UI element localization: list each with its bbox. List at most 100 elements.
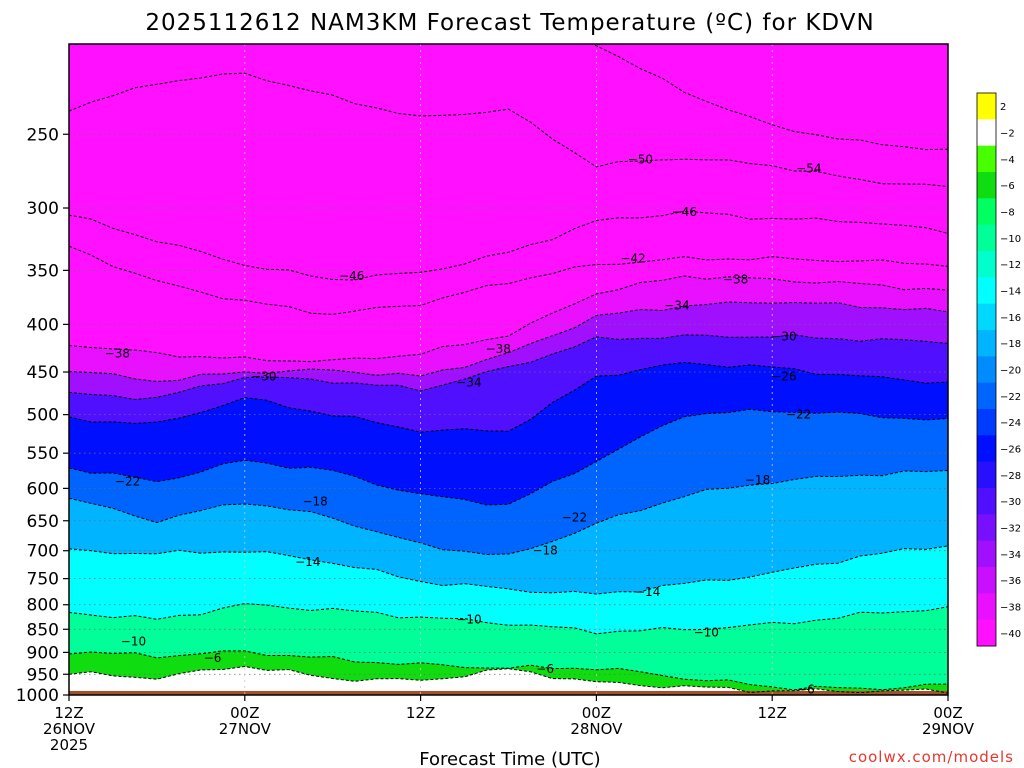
isotherm-line bbox=[69, 245, 948, 315]
isotherm-contours bbox=[69, 44, 948, 694]
colorbar-swatch bbox=[977, 145, 996, 173]
terrain-fill bbox=[69, 690, 948, 695]
colorbar-tick-label: −8 bbox=[1000, 208, 1015, 219]
isotherm-line bbox=[69, 210, 948, 281]
isotherm-label: −10 bbox=[694, 626, 719, 640]
colorbar-tick-label: −16 bbox=[1000, 313, 1021, 324]
colorbar-swatch bbox=[977, 224, 996, 252]
colorbar-frame bbox=[976, 92, 997, 647]
colorbar-swatch bbox=[977, 382, 996, 410]
temperature-bands bbox=[69, 44, 948, 695]
colorbar-tick-label: −24 bbox=[1000, 418, 1021, 429]
colorbar-tick-label: −28 bbox=[1000, 471, 1021, 482]
colorbar-swatch bbox=[977, 488, 996, 515]
isotherm-label: −6 bbox=[204, 651, 222, 665]
colorbar-swatch bbox=[977, 93, 996, 120]
isotherm-line bbox=[69, 72, 948, 188]
y-tick-label: 800 bbox=[27, 596, 59, 616]
isotherm-line bbox=[69, 301, 948, 383]
colorbar-tick-label: −6 bbox=[1000, 181, 1015, 192]
colorbar-tick-label: −4 bbox=[1000, 155, 1015, 166]
isotherm-label: −30 bbox=[771, 329, 796, 343]
colorbar-swatch bbox=[977, 514, 996, 542]
isotherm-line bbox=[69, 545, 948, 595]
colorbar-tick-label: −22 bbox=[1000, 392, 1021, 403]
x-tick-label: 12Z bbox=[54, 704, 83, 722]
isotherm-line bbox=[69, 470, 948, 556]
colorbar-swatch bbox=[977, 198, 996, 226]
ground-terrain bbox=[69, 690, 948, 695]
y-tick-label: 850 bbox=[27, 620, 59, 640]
isotherm-label: −6 bbox=[797, 683, 815, 697]
x-tick-label: 00Z bbox=[933, 704, 962, 722]
colorbar-swatch bbox=[977, 251, 996, 278]
isotherm-line bbox=[69, 275, 948, 363]
x-tick-label: 00Z bbox=[582, 704, 611, 722]
y-tick-label: 300 bbox=[27, 199, 59, 219]
y-tick-label: 550 bbox=[27, 444, 59, 464]
isotherm-label: −14 bbox=[635, 585, 660, 599]
colorbar-swatch bbox=[977, 619, 996, 647]
isotherm-label: −46 bbox=[339, 269, 364, 283]
colorbar-tick-label: −12 bbox=[1000, 260, 1021, 271]
plot-frame bbox=[68, 43, 949, 696]
colorbar-tick-label: −2 bbox=[1000, 129, 1015, 140]
y-tick-label: 250 bbox=[27, 125, 59, 145]
y-tick-label: 500 bbox=[27, 406, 59, 426]
y-tick-label: 350 bbox=[27, 261, 59, 281]
isotherm-label: −34 bbox=[664, 299, 689, 313]
y-tick-label: 950 bbox=[27, 665, 59, 685]
y-tick-label: 400 bbox=[27, 315, 59, 335]
colorbar-swatch bbox=[977, 435, 996, 463]
isotherm-label: −34 bbox=[456, 376, 481, 390]
colorbar-swatch bbox=[977, 303, 996, 331]
isotherm-line bbox=[589, 44, 948, 151]
isotherm-label: −18 bbox=[532, 544, 557, 558]
y-tick-label: 650 bbox=[27, 512, 59, 532]
colorbar-swatch bbox=[977, 172, 996, 199]
colorbar-swatch bbox=[977, 593, 996, 621]
isotherm-label: −30 bbox=[251, 369, 276, 383]
x-tick-label: 12Z bbox=[758, 704, 787, 722]
x-tick-label: 29NOV bbox=[922, 720, 975, 738]
isotherm-label: −38 bbox=[105, 347, 130, 361]
colorbar-tick-label: 2 bbox=[1000, 102, 1006, 113]
y-tick-label: 900 bbox=[27, 643, 59, 663]
colorbar-swatch bbox=[977, 277, 996, 305]
x-tick-label: 26NOV bbox=[43, 720, 96, 738]
isotherm-label: −14 bbox=[295, 555, 320, 569]
isotherm-label: −6 bbox=[536, 662, 554, 676]
isotherm-line bbox=[69, 334, 948, 401]
x-axis-label: Forecast Time (UTC) bbox=[419, 749, 600, 768]
isotherm-line bbox=[69, 650, 948, 691]
isotherm-label: −22 bbox=[786, 408, 811, 422]
y-axis: 250 300 350 400 450 500 550 600 650 700 750 800 850 9… bbox=[16, 125, 69, 706]
x-tick-label: 27NOV bbox=[219, 720, 272, 738]
colorbar-swatch bbox=[977, 461, 996, 489]
colorbar-swatch bbox=[977, 540, 996, 568]
isotherm-label: −22 bbox=[562, 511, 587, 525]
colorbar-tick-label: −38 bbox=[1000, 603, 1021, 614]
y-tick-label: 700 bbox=[27, 542, 59, 562]
colorbar-tick-label: −18 bbox=[1000, 339, 1021, 350]
isotherm-label: −46 bbox=[672, 205, 697, 219]
colorbar-tick-label: −26 bbox=[1000, 445, 1021, 456]
isotherm-label: −38 bbox=[486, 342, 511, 356]
x-tick-label: 00Z bbox=[230, 704, 259, 722]
colorbar-swatch bbox=[977, 409, 996, 436]
x-tick-label: 12Z bbox=[406, 704, 435, 722]
isotherm-label: −42 bbox=[620, 252, 645, 266]
y-tick-label: 450 bbox=[27, 363, 59, 383]
y-tick-label: 600 bbox=[27, 479, 59, 499]
colorbar-swatch bbox=[977, 119, 996, 147]
isotherm-label: −50 bbox=[628, 152, 653, 166]
colorbar-tick-label: −10 bbox=[1000, 234, 1021, 245]
isotherm-label: −18 bbox=[302, 495, 327, 509]
x-tick-label: 2025 bbox=[50, 736, 88, 754]
credit-link[interactable]: coolwx.com/models bbox=[849, 748, 1014, 766]
isotherm-labels: −54 −50 −46 −46 −42 −38 −38 −38 −34 −34 −30 −30 −26 −… bbox=[105, 152, 822, 696]
isotherm-label: −18 bbox=[745, 473, 770, 487]
colorbar-tick-label: −14 bbox=[1000, 287, 1021, 298]
